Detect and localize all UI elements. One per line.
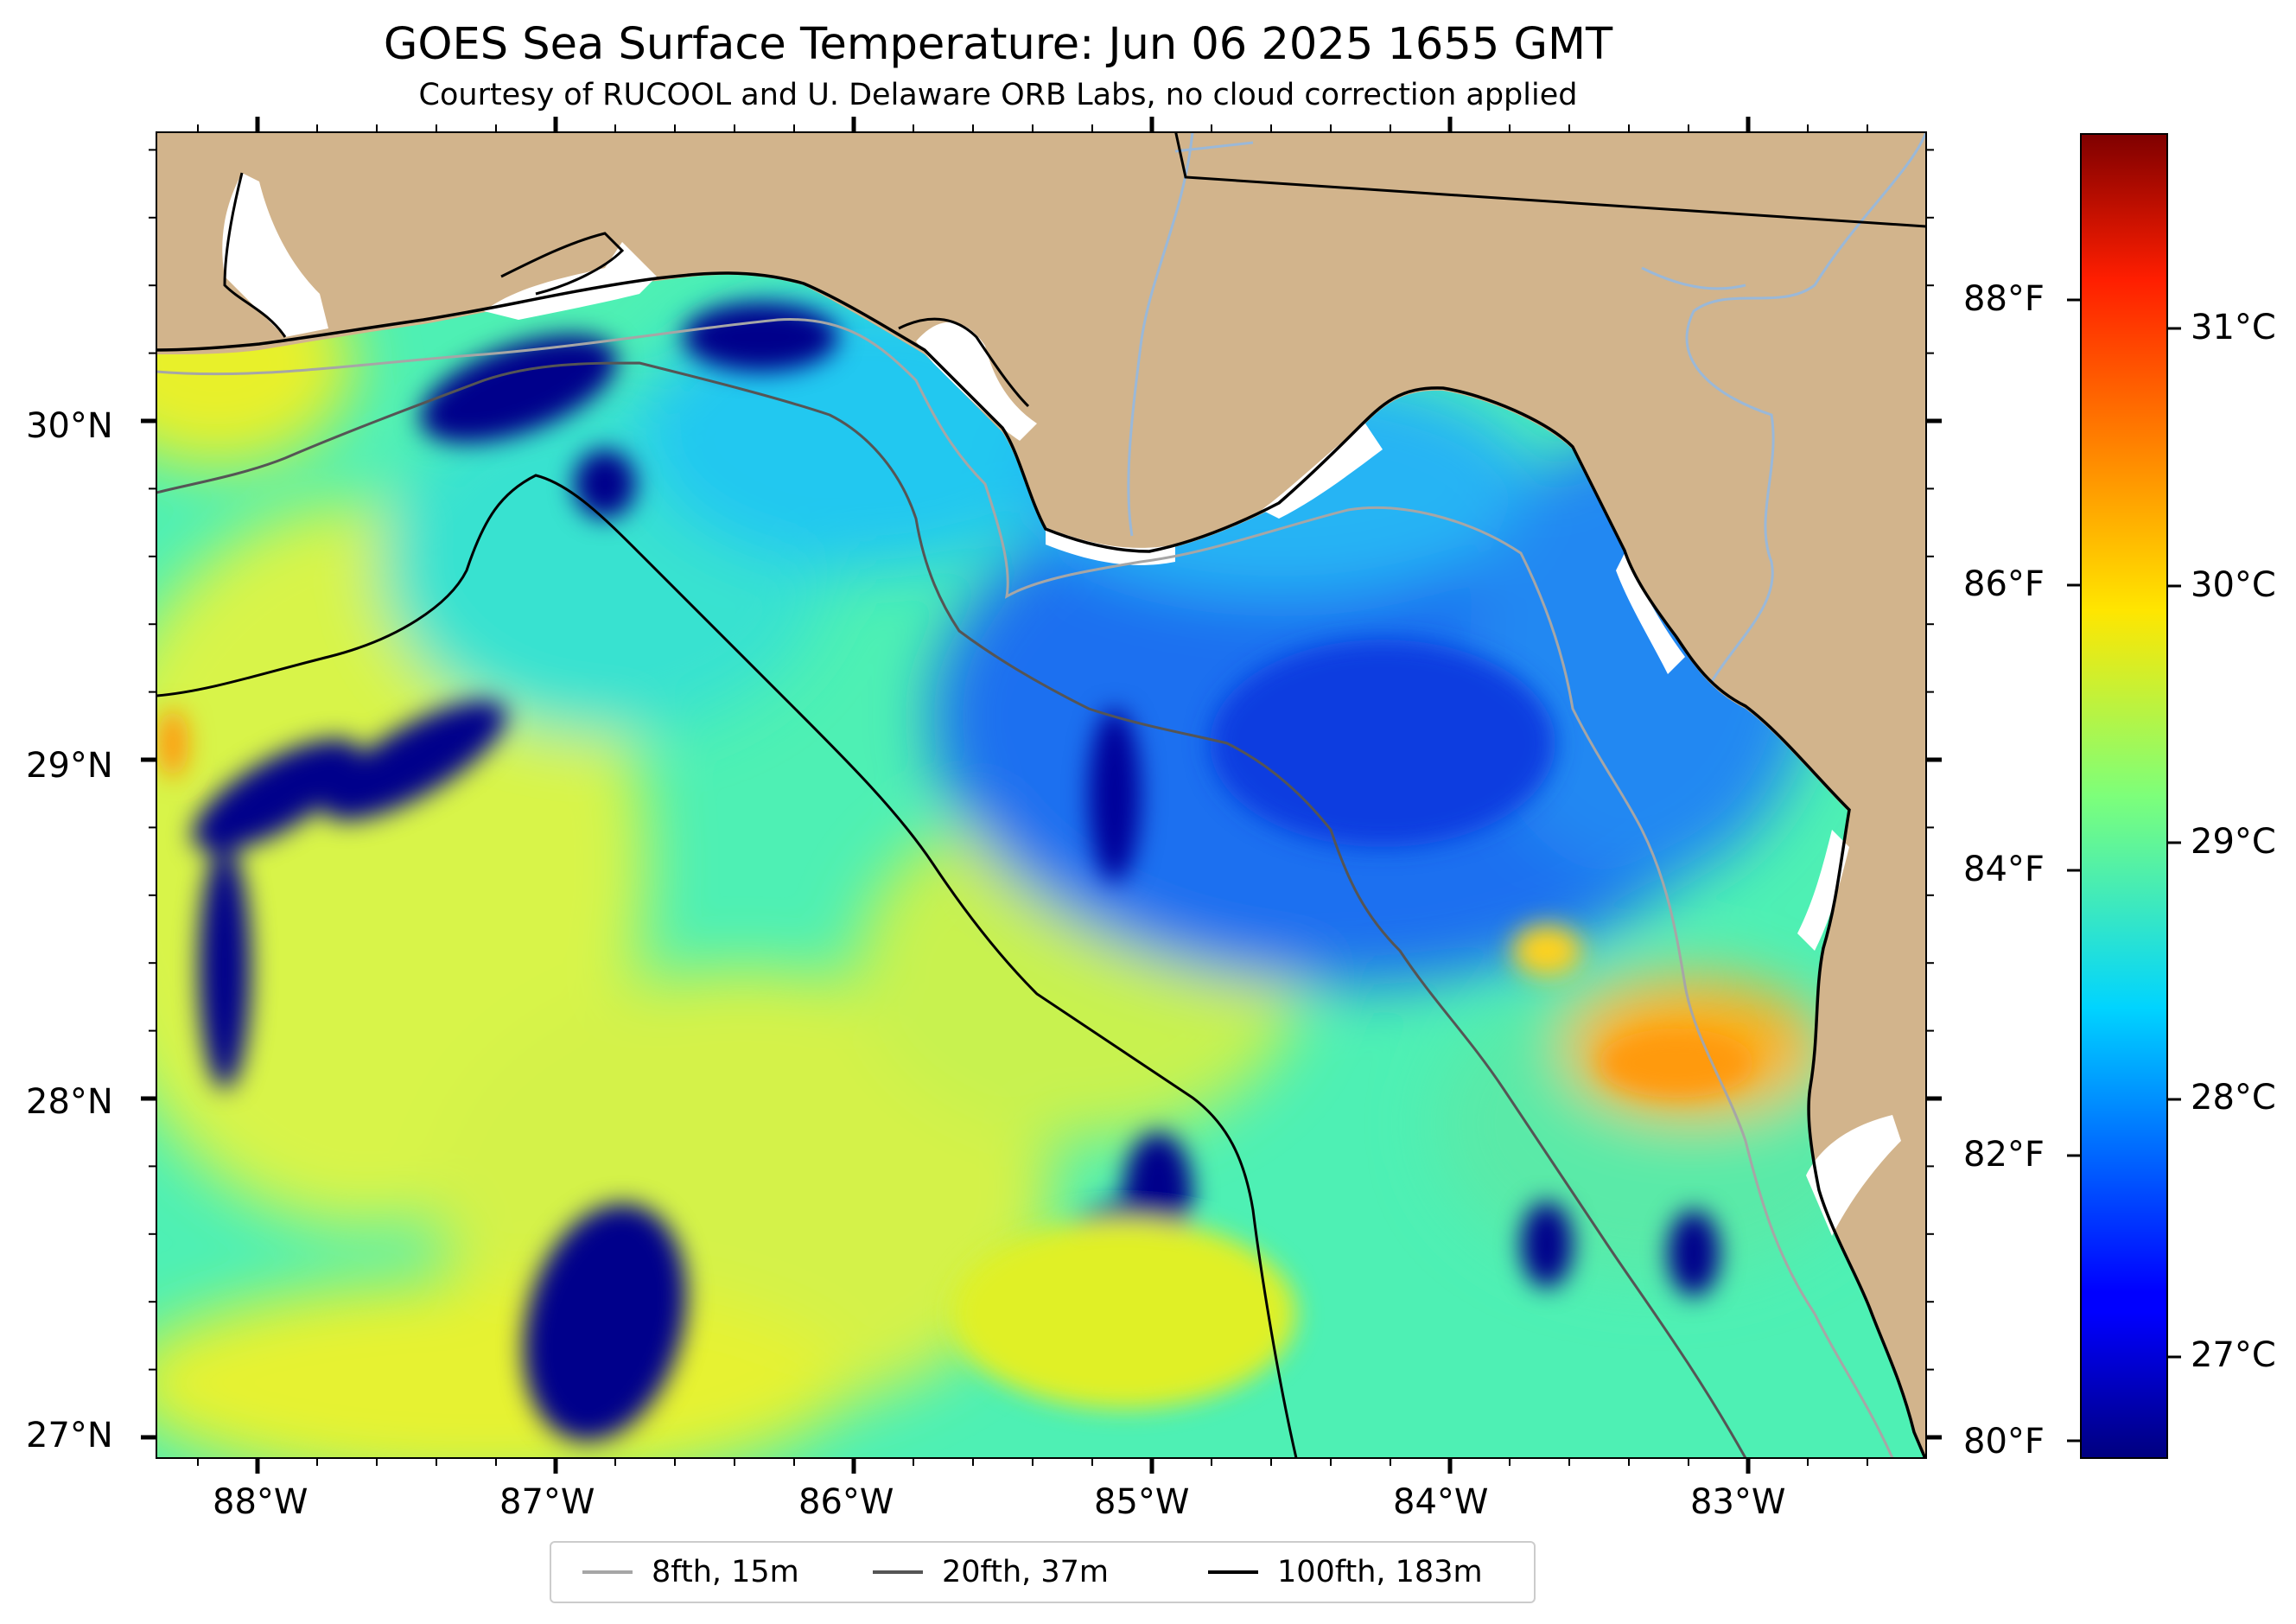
isobath-20fth — [156, 361, 1747, 1458]
map-ticks — [141, 117, 1942, 1474]
lon-label-83w: 83°W — [1690, 1482, 1786, 1522]
colorbar-ticks — [2067, 298, 2181, 1442]
f-label-84: 84°F — [1963, 850, 2045, 889]
chart-title: GOES Sea Surface Temperature: Jun 06 202… — [383, 19, 1613, 70]
f-label-82: 82°F — [1963, 1135, 2045, 1175]
lat-label-27n: 27°N — [26, 1416, 113, 1455]
legend-item-8fth: 8fth, 15m — [582, 1543, 799, 1602]
f-label-80: 80°F — [1963, 1422, 2045, 1462]
lon-label-87w: 87°W — [499, 1482, 595, 1522]
lon-label-88w: 88°W — [213, 1482, 308, 1522]
isobaths — [156, 318, 1894, 1458]
chart-subtitle: Courtesy of RUCOOL and U. Delaware ORB L… — [418, 78, 1578, 112]
legend-swatch-100fth — [1208, 1570, 1258, 1574]
lon-label-86w: 86°W — [798, 1482, 894, 1522]
coastline — [156, 271, 1926, 1458]
f-label-86: 86°F — [1963, 564, 2045, 604]
c-label-31: 31°C — [2191, 308, 2276, 347]
map-frame — [156, 131, 1927, 1459]
isobath-100fth — [156, 474, 1298, 1458]
c-label-30: 30°C — [2191, 565, 2276, 605]
isobath-legend: 8fth, 15m 20fth, 37m 100fth, 183m — [550, 1541, 1536, 1603]
legend-label-100fth: 100fth, 183m — [1277, 1555, 1483, 1589]
legend-swatch-20fth — [873, 1570, 923, 1574]
c-label-29: 29°C — [2191, 822, 2276, 862]
legend-item-100fth: 100fth, 183m — [1208, 1543, 1483, 1602]
lon-label-85w: 85°W — [1094, 1482, 1190, 1522]
legend-label-20fth: 20fth, 37m — [942, 1555, 1110, 1589]
lat-label-29n: 29°N — [26, 746, 113, 786]
rivers — [1127, 132, 1926, 684]
lon-label-84w: 84°W — [1393, 1482, 1489, 1522]
lat-label-28n: 28°N — [26, 1082, 113, 1122]
legend-item-20fth: 20fth, 37m — [873, 1543, 1109, 1602]
lat-label-30n: 30°N — [26, 406, 113, 446]
legend-swatch-8fth — [582, 1570, 633, 1574]
c-label-28: 28°C — [2191, 1078, 2276, 1118]
legend-label-8fth: 8fth, 15m — [652, 1555, 799, 1589]
isobath-8fth — [156, 318, 1894, 1458]
f-label-88: 88°F — [1963, 279, 2045, 319]
colorbar — [2080, 133, 2168, 1459]
c-label-27: 27°C — [2191, 1335, 2276, 1375]
land-mass — [156, 132, 1926, 1458]
